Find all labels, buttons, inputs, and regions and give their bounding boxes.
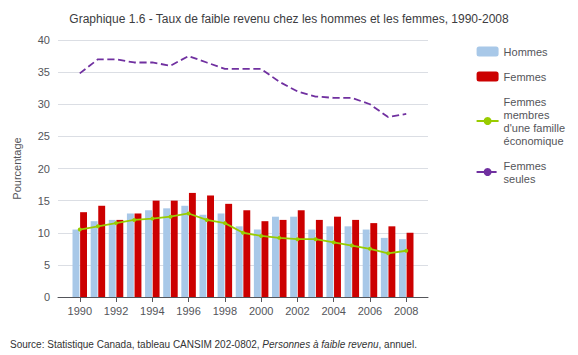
svg-text:Femmes: Femmes [504, 96, 547, 108]
svg-text:2008: 2008 [394, 305, 418, 317]
svg-text:15: 15 [38, 195, 50, 207]
svg-text:1990: 1990 [68, 305, 92, 317]
svg-text:35: 35 [38, 66, 50, 78]
svg-text:30: 30 [38, 98, 50, 110]
svg-text:2000: 2000 [249, 305, 273, 317]
svg-text:, annuel.: , annuel. [379, 339, 417, 350]
svg-text:1998: 1998 [213, 305, 237, 317]
svg-text:Hommes: Hommes [504, 46, 549, 58]
svg-text:économique: économique [504, 135, 564, 147]
svg-text:1992: 1992 [104, 305, 128, 317]
svg-text:d'une famille: d'une famille [504, 122, 565, 134]
svg-text:Graphique 1.6 - Taux de faible: Graphique 1.6 - Taux de faible revenu ch… [69, 12, 509, 26]
svg-text:Femmes: Femmes [504, 160, 547, 172]
svg-text:10: 10 [38, 227, 50, 239]
svg-text:2006: 2006 [358, 305, 382, 317]
svg-text:5: 5 [44, 259, 50, 271]
svg-text:1996: 1996 [176, 305, 200, 317]
svg-text:membres: membres [504, 109, 550, 121]
svg-text:Personnes à faible revenu: Personnes à faible revenu [262, 339, 379, 350]
svg-text:Femmes: Femmes [504, 71, 547, 83]
svg-text:Source: Statistique Canada, ta: Source: Statistique Canada, tableau CANS… [10, 339, 262, 350]
svg-text:0: 0 [44, 291, 50, 303]
svg-text:2004: 2004 [321, 305, 345, 317]
svg-text:40: 40 [38, 34, 50, 46]
svg-text:Pourcentage: Pourcentage [11, 137, 23, 199]
svg-text:seules: seules [504, 173, 536, 185]
svg-text:20: 20 [38, 163, 50, 175]
svg-text:1994: 1994 [140, 305, 164, 317]
svg-text:25: 25 [38, 130, 50, 142]
svg-text:2002: 2002 [285, 305, 309, 317]
